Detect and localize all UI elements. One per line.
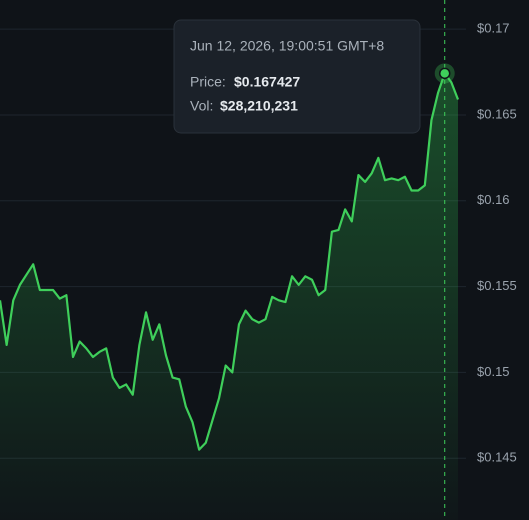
y-tick-label: $0.165	[477, 106, 517, 121]
tooltip-price: $0.167427	[234, 74, 300, 90]
y-tick-label: $0.16	[477, 192, 510, 207]
y-tick-label: $0.155	[477, 278, 517, 293]
y-tick-label: $0.17	[477, 21, 510, 36]
tooltip-price-label: Price:	[190, 74, 226, 90]
tooltip-time: Jun 12, 2026, 19:00:51 GMT+8	[190, 38, 384, 54]
tooltip-box	[173, 19, 421, 134]
price-line	[0, 72, 460, 451]
area-fill	[0, 73, 458, 520]
tooltip-vol-label: Vol:	[190, 98, 213, 114]
hover-point	[438, 67, 451, 80]
tooltip-vol: $28,210,231	[220, 98, 298, 114]
y-tick-label: $0.15	[477, 364, 510, 379]
tooltip: Jun 12, 2026, 19:00:51 GMT+8 Price: $0.1…	[173, 19, 421, 134]
y-tick-label: $0.145	[477, 450, 517, 465]
